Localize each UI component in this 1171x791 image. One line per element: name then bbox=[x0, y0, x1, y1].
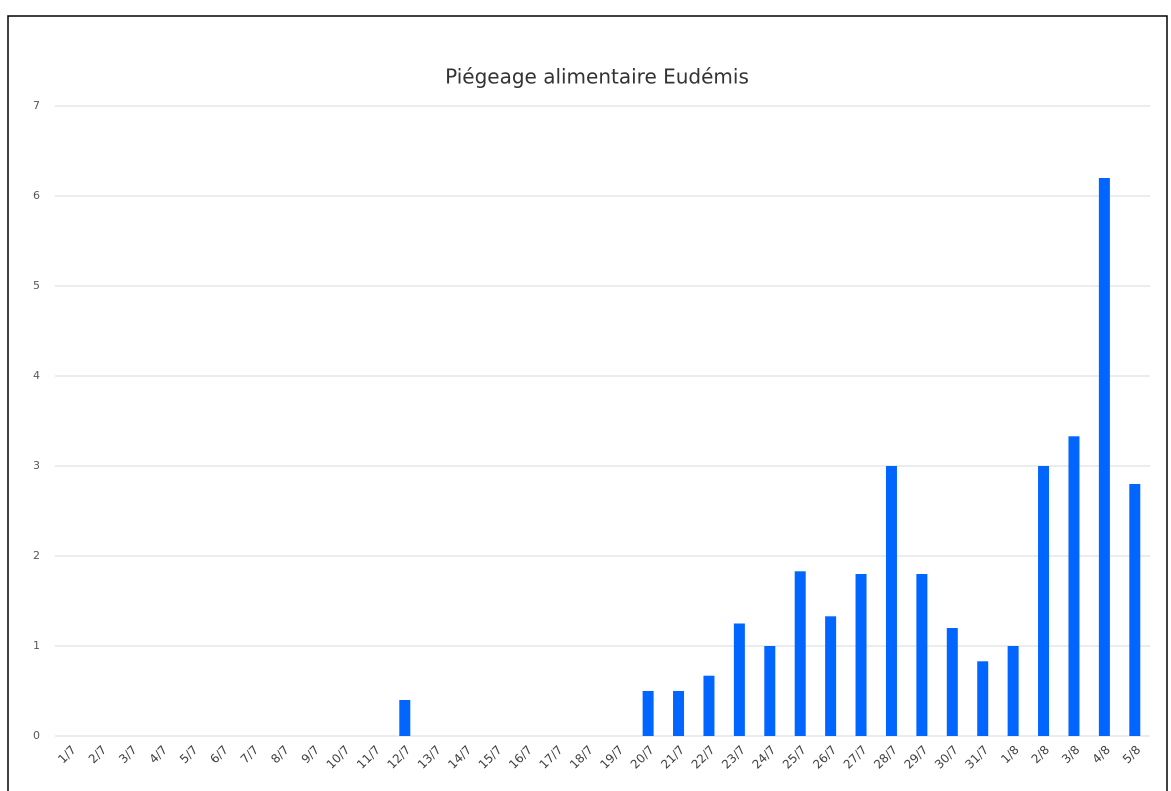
x-tick-label: 5/8 bbox=[1120, 743, 1144, 767]
bar bbox=[703, 675, 715, 736]
bar bbox=[855, 574, 867, 736]
x-tick-label: 25/7 bbox=[780, 743, 809, 772]
y-tick-label: 6 bbox=[33, 189, 40, 202]
bar bbox=[794, 571, 806, 736]
x-tick-label: 2/8 bbox=[1029, 743, 1053, 767]
bar bbox=[1068, 436, 1080, 736]
y-tick-label: 4 bbox=[33, 369, 40, 382]
bar bbox=[916, 574, 928, 736]
y-tick-label: 2 bbox=[33, 549, 40, 562]
x-tick-label: 20/7 bbox=[628, 743, 657, 772]
x-tick-label: 1/7 bbox=[55, 743, 79, 767]
y-tick-label: 5 bbox=[33, 279, 40, 292]
bar bbox=[1098, 178, 1110, 736]
bar bbox=[399, 700, 411, 736]
x-tick-label: 14/7 bbox=[445, 743, 474, 772]
x-tick-label: 11/7 bbox=[354, 743, 383, 772]
bar bbox=[977, 661, 989, 736]
x-tick-label: 5/7 bbox=[177, 743, 201, 767]
x-tick-label: 28/7 bbox=[871, 743, 900, 772]
x-tick-label: 30/7 bbox=[932, 743, 961, 772]
bar bbox=[946, 628, 958, 736]
x-tick-label: 19/7 bbox=[597, 743, 626, 772]
bar bbox=[885, 466, 897, 736]
x-tick-label: 27/7 bbox=[841, 743, 870, 772]
x-tick-label: 1/8 bbox=[998, 743, 1022, 767]
x-tick-label: 16/7 bbox=[506, 743, 535, 772]
y-tick-label: 1 bbox=[33, 639, 40, 652]
x-tick-label: 9/7 bbox=[299, 743, 323, 767]
x-tick-label: 22/7 bbox=[689, 743, 718, 772]
x-tick-label: 6/7 bbox=[207, 743, 231, 767]
y-tick-label: 7 bbox=[33, 99, 40, 112]
x-tick-label: 10/7 bbox=[324, 743, 353, 772]
x-tick-label: 7/7 bbox=[238, 743, 262, 767]
x-tick-label: 2/7 bbox=[86, 743, 110, 767]
x-tick-label: 4/7 bbox=[146, 743, 170, 767]
x-tick-label: 18/7 bbox=[567, 743, 596, 772]
bar bbox=[642, 691, 654, 736]
x-tick-label: 24/7 bbox=[749, 743, 778, 772]
y-tick-label: 0 bbox=[33, 729, 40, 742]
x-tick-label: 15/7 bbox=[476, 743, 505, 772]
y-tick-label: 3 bbox=[33, 459, 40, 472]
x-tick-label: 3/8 bbox=[1059, 743, 1083, 767]
bar bbox=[1007, 646, 1019, 736]
x-tick-label: 12/7 bbox=[384, 743, 413, 772]
x-tick-label: 17/7 bbox=[537, 743, 566, 772]
x-tick-label: 23/7 bbox=[719, 743, 748, 772]
x-tick-label: 31/7 bbox=[962, 743, 991, 772]
x-tick-label: 26/7 bbox=[810, 743, 839, 772]
x-tick-label: 21/7 bbox=[658, 743, 687, 772]
chart-title: Piégeage alimentaire Eudémis bbox=[445, 65, 749, 89]
x-tick-label: 8/7 bbox=[268, 743, 292, 767]
bar bbox=[733, 623, 745, 736]
x-tick-label: 29/7 bbox=[902, 743, 931, 772]
x-tick-label: 13/7 bbox=[415, 743, 444, 772]
x-tick-label: 3/7 bbox=[116, 743, 140, 767]
bar bbox=[764, 646, 776, 736]
bar bbox=[1038, 466, 1050, 736]
bar bbox=[673, 691, 685, 736]
bar bbox=[825, 616, 837, 736]
frame bbox=[7, 15, 1168, 791]
bar bbox=[1129, 484, 1141, 736]
x-tick-label: 4/8 bbox=[1089, 743, 1113, 767]
